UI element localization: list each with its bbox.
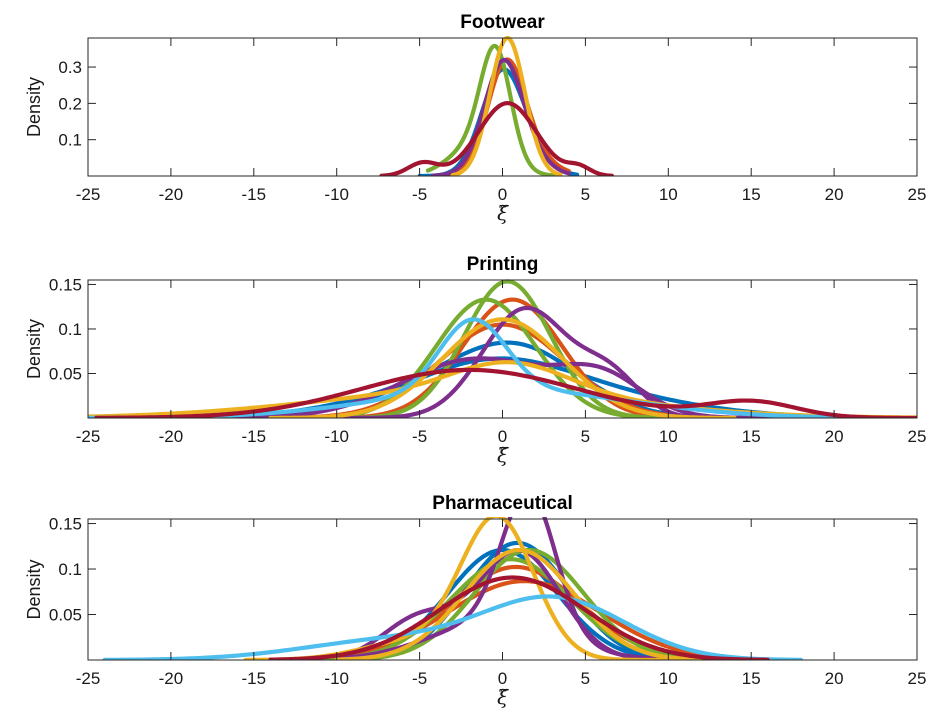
density-curve-4 xyxy=(430,57,571,176)
y-tick-label: 0.3 xyxy=(58,58,82,77)
y-axis-label: Density xyxy=(24,319,44,379)
x-tick-label: 25 xyxy=(908,669,927,688)
x-tick-label: 0 xyxy=(498,669,507,688)
x-tick-label: -20 xyxy=(159,185,184,204)
x-tick-label: -15 xyxy=(242,185,267,204)
subplot-footwear: -25 -20 -15 -10 -5 0 5 10 15 20 25 0.1 0.2 0.3 Footwea… xyxy=(24,12,926,225)
series-group xyxy=(102,517,804,660)
x-axis-label: ξ̃ xyxy=(497,443,509,467)
x-tick-label: -15 xyxy=(242,669,267,688)
x-tick-label: -5 xyxy=(412,427,427,446)
x-tick-label: 20 xyxy=(825,185,844,204)
y-tick-label: 0.15 xyxy=(49,515,82,534)
x-tick-label: 5 xyxy=(581,669,590,688)
y-tick-label: 0.05 xyxy=(49,364,82,383)
density-curve-6 xyxy=(379,101,615,176)
x-tick-label: 0 xyxy=(498,427,507,446)
x-tick-label: 15 xyxy=(742,669,761,688)
subplot-title: Pharmaceutical xyxy=(432,493,572,514)
density-curve-3 xyxy=(425,43,563,176)
density-curve-12 xyxy=(94,367,917,418)
density-curve-10 xyxy=(268,317,737,418)
x-tick-label: 10 xyxy=(659,427,678,446)
x-tick-label: -20 xyxy=(159,669,184,688)
x-tick-label: 20 xyxy=(825,427,844,446)
subplot-title: Footwear xyxy=(460,12,545,33)
x-tick-label: -10 xyxy=(324,427,349,446)
x-tick-label: -5 xyxy=(412,669,427,688)
y-axis-label: Density xyxy=(24,77,44,137)
x-tick-label: 15 xyxy=(742,427,761,446)
x-tick-label: -25 xyxy=(76,185,101,204)
x-tick-label: -15 xyxy=(242,427,267,446)
y-tick-label: 0.1 xyxy=(58,131,82,150)
x-tick-label: -5 xyxy=(412,185,427,204)
y-tick-label: 0.1 xyxy=(58,560,82,579)
density-curve-11 xyxy=(102,594,804,660)
x-tick-label: 20 xyxy=(825,669,844,688)
y-axis-label: Density xyxy=(24,559,44,619)
x-tick-label: 25 xyxy=(908,427,927,446)
y-tick-label: 0.2 xyxy=(58,94,82,113)
x-tick-label: 25 xyxy=(908,185,927,204)
density-curve-8 xyxy=(235,356,770,418)
x-tick-label: -20 xyxy=(159,427,184,446)
x-tick-label: -25 xyxy=(76,669,101,688)
x-tick-label: 5 xyxy=(581,427,590,446)
x-tick-label: -25 xyxy=(76,427,101,446)
x-tick-label: 10 xyxy=(659,669,678,688)
density-curve-12 xyxy=(268,575,770,660)
subplot-printing: -25 -20 -15 -10 -5 0 5 10 15 20 25 0.05 0.1 0.15 Print… xyxy=(24,254,926,467)
x-tick-label: 10 xyxy=(659,185,678,204)
x-tick-label: 5 xyxy=(581,185,590,204)
y-tick-label: 0.05 xyxy=(49,606,82,625)
x-axis-label: ξ̃ xyxy=(497,201,509,225)
subplot-pharmaceutical: -25 -20 -15 -10 -5 0 5 10 15 20 25 0.05 0.1 0.15 Pharm… xyxy=(24,493,927,709)
x-tick-label: -10 xyxy=(324,669,349,688)
x-tick-label: 15 xyxy=(742,185,761,204)
density-curve-10 xyxy=(334,547,704,660)
x-tick-label: 0 xyxy=(498,185,507,204)
x-axis-label: ξ̃ xyxy=(497,685,509,709)
subplot-title: Printing xyxy=(467,254,539,275)
x-tick-label: -10 xyxy=(324,185,349,204)
y-tick-label: 0.1 xyxy=(58,320,82,339)
y-tick-label: 0.15 xyxy=(49,275,82,294)
